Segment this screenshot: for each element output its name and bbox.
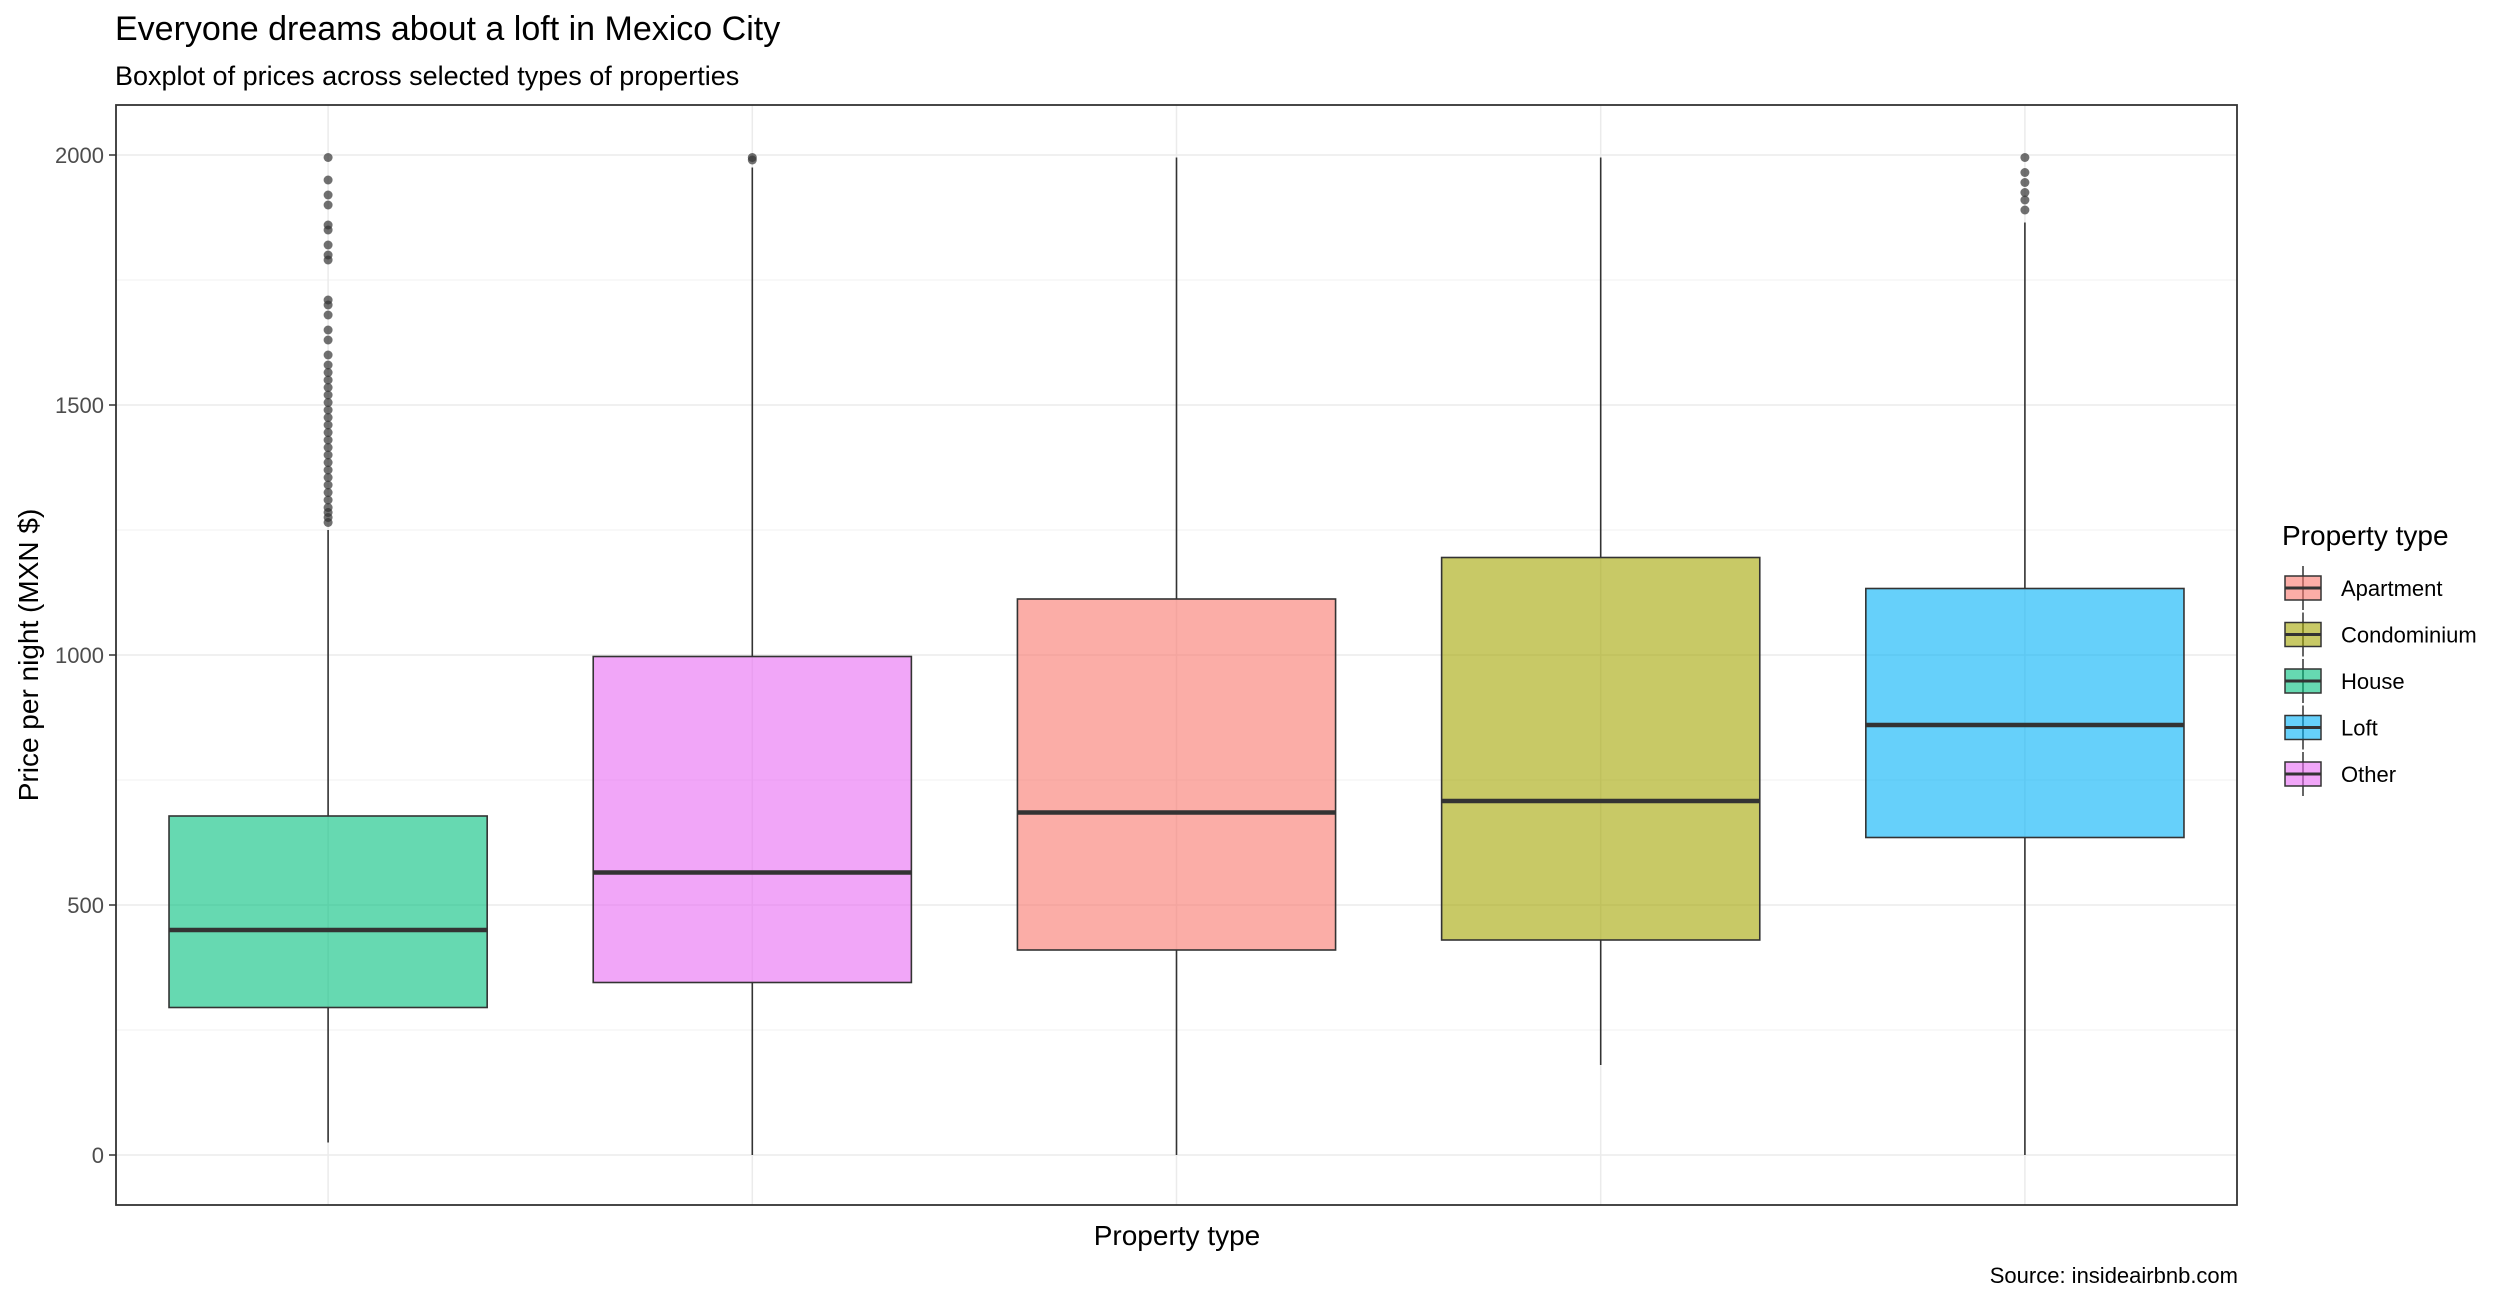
chart-subtitle: Boxplot of prices across selected types … [115, 61, 739, 91]
outlier-point [323, 335, 333, 345]
outlier-point [323, 398, 333, 407]
y-tick-label: 1000 [55, 643, 104, 668]
legend-item-other: Other [2284, 752, 2396, 796]
box-apartment [1016, 157, 1337, 1155]
legend-label: Loft [2341, 716, 2378, 741]
outlier-point [323, 250, 333, 260]
outlier-point [323, 413, 333, 422]
outlier-point [323, 383, 333, 392]
outlier-point [323, 175, 333, 185]
legend-item-apartment: Apartment [2284, 566, 2443, 610]
box-body [1440, 556, 1761, 941]
caption: Source: insideairbnb.com [1990, 1263, 2238, 1288]
outlier-point [323, 220, 333, 230]
box-body [1865, 587, 2185, 839]
box-condominium [1440, 157, 1761, 1065]
outlier-point [323, 390, 333, 400]
outlier-point [323, 443, 333, 452]
legend-label: Other [2341, 762, 2396, 787]
chart-title: Everyone dreams about a loft in Mexico C… [115, 10, 780, 48]
box-house [168, 153, 488, 1143]
outlier-point [323, 310, 333, 320]
outlier-point [747, 153, 757, 162]
outlier-point [323, 200, 333, 210]
legend-item-condominium: Condominium [2284, 612, 2477, 657]
box-body [1016, 598, 1337, 951]
y-axis-title: Price per night (MXN $) [13, 509, 44, 802]
y-tick-label: 500 [67, 893, 104, 918]
x-axis-title: Property type [1094, 1220, 1261, 1251]
outlier-point [2020, 153, 2030, 162]
outlier-point [323, 350, 333, 360]
legend-item-house: House [2284, 659, 2405, 703]
outlier-point [323, 368, 333, 377]
legend-item-loft: Loft [2284, 705, 2378, 750]
outlier-point [323, 190, 333, 200]
outlier-point [323, 503, 333, 512]
legend-label: Condominium [2341, 623, 2477, 648]
y-tick-label: 1500 [55, 393, 104, 418]
outlier-point [2020, 188, 2030, 197]
outlier-point [323, 428, 333, 437]
outlier-point [2020, 178, 2030, 187]
outlier-point [323, 473, 333, 482]
outlier-point [323, 480, 333, 490]
legend-label: Apartment [2341, 576, 2443, 601]
outlier-point [323, 295, 333, 305]
outlier-point [2020, 205, 2030, 215]
outlier-point [323, 420, 333, 430]
outlier-point [323, 375, 333, 385]
box-body [592, 655, 913, 984]
outlier-point [323, 405, 333, 415]
outlier-point [2020, 195, 2030, 205]
outlier-point [2020, 168, 2030, 177]
box-body [168, 815, 488, 1009]
legend-label: House [2341, 669, 2405, 694]
outlier-point [323, 325, 333, 335]
outlier-point [323, 458, 333, 467]
box-loft [1865, 153, 2185, 1155]
box-other [592, 153, 913, 1155]
outlier-point [323, 240, 333, 250]
legend: Property type Apartment Condominium House L… [2282, 520, 2477, 796]
outlier-point [323, 465, 333, 475]
outlier-point [323, 360, 333, 370]
outlier-point [323, 153, 333, 162]
outlier-point [323, 488, 333, 497]
outlier-point [323, 450, 333, 460]
plot-area: 0 500 1000 1500 2000 [55, 104, 2238, 1206]
y-tick-label: 0 [92, 1143, 104, 1168]
plot-border [115, 104, 2238, 1206]
legend-title: Property type [2282, 520, 2449, 551]
outlier-point [323, 435, 333, 445]
y-tick-label: 2000 [55, 143, 104, 168]
outlier-point [323, 495, 333, 505]
